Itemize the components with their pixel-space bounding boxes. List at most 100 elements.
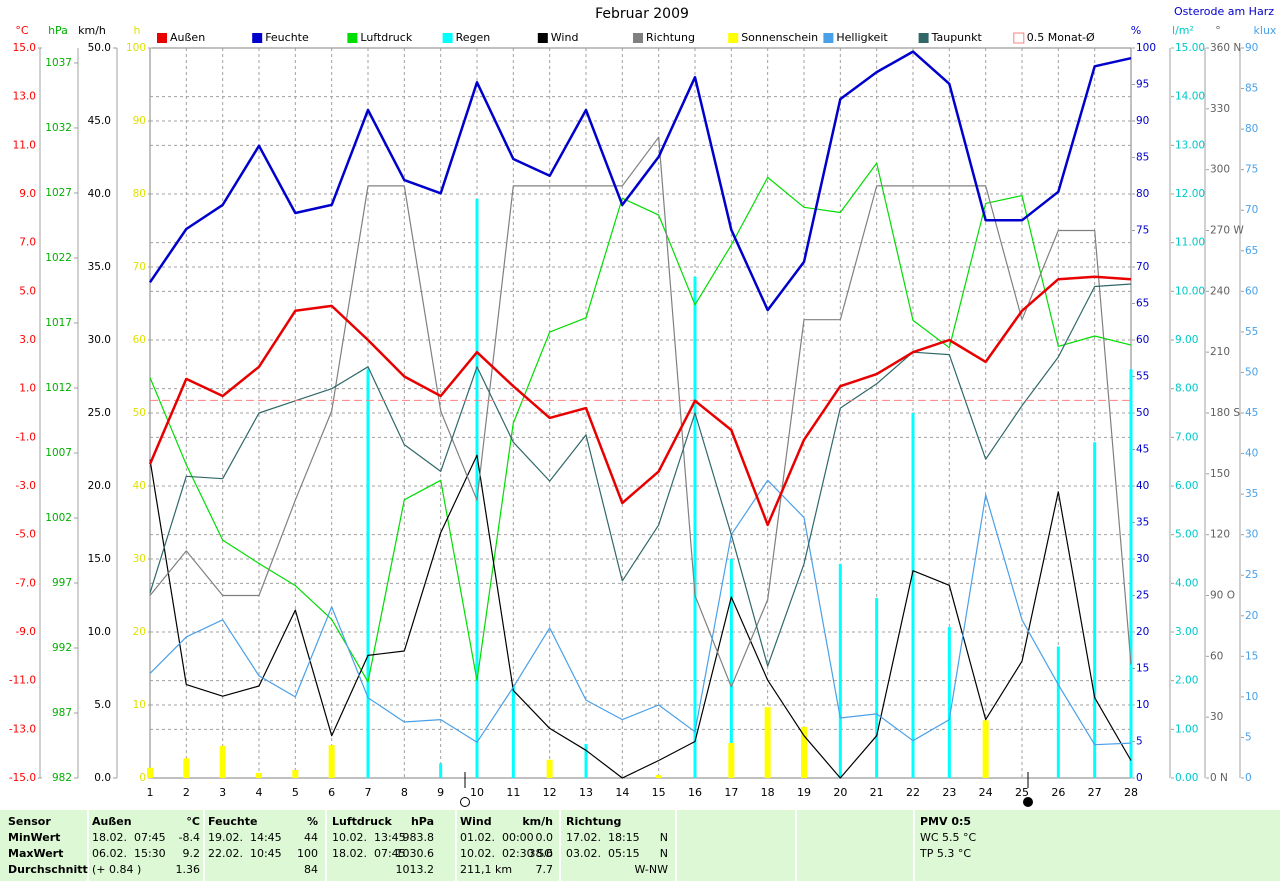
- y-tick-label: -9.0: [16, 626, 37, 638]
- stats-cell: 9.2: [183, 847, 201, 860]
- y-tick-label: 20.0: [88, 480, 111, 492]
- legend-swatch: [1013, 32, 1025, 44]
- axis-unit: %: [1131, 24, 1141, 37]
- full-moon: [460, 797, 470, 807]
- y-tick-label: 15.0: [88, 553, 111, 565]
- stats-cell: -8.4: [179, 831, 200, 844]
- y-tick-label: 80: [133, 188, 146, 200]
- x-tick-label: 19: [797, 786, 811, 799]
- stats-cell: 84: [304, 863, 318, 876]
- stats-cell: Richtung: [566, 815, 621, 828]
- y-tick-label: 1002: [45, 512, 72, 524]
- series-line: [148, 275, 1132, 527]
- x-tick-label: 28: [1124, 786, 1138, 799]
- series-line: [149, 162, 1132, 683]
- y-tick-label: 0: [1136, 772, 1143, 784]
- stats-cell: hPa: [411, 815, 434, 828]
- y-tick-label: 5.00: [1175, 529, 1198, 541]
- stats-cell: N: [660, 831, 668, 844]
- stats-cell: Wind: [460, 815, 492, 828]
- y-tick-label: 10.0: [88, 626, 111, 638]
- stats-cell: 211,1 km: [460, 863, 512, 876]
- bar: [655, 775, 662, 778]
- x-tick-label: 22: [906, 786, 920, 799]
- stats-cell: 1013.2: [396, 863, 435, 876]
- y-tick-label: 100: [1136, 42, 1156, 54]
- x-tick-label: 25: [1015, 786, 1029, 799]
- legend-swatch: [442, 33, 453, 43]
- stats-cell: 44: [304, 831, 318, 844]
- axis-unit: h: [134, 24, 141, 37]
- y-tick-label: 6.00: [1175, 480, 1198, 492]
- stats-cell: 18.02. 07:45: [92, 831, 166, 844]
- bar: [328, 745, 335, 778]
- y-tick-label: 30.0: [88, 334, 111, 346]
- y-tick-label: 85: [1136, 152, 1149, 164]
- stats-cell: 03.02. 05:15: [566, 847, 640, 860]
- stats-cell: 7.7: [536, 863, 554, 876]
- y-tick-label: 0.00: [1175, 772, 1198, 784]
- x-tick-label: 13: [579, 786, 593, 799]
- stats-cell: 983.8: [403, 831, 435, 844]
- stats-row-label: Durchschnitt: [8, 863, 88, 876]
- stats-cell: °C: [186, 815, 200, 828]
- y-tick-label: 210: [1210, 346, 1230, 358]
- y-tick-label: 20: [133, 626, 146, 638]
- bar: [219, 745, 226, 778]
- series-line: [149, 136, 1132, 688]
- x-tick-label: 14: [615, 786, 629, 799]
- series-line: [148, 50, 1132, 312]
- legend-swatch: [347, 33, 358, 43]
- y-tick-label: 330: [1210, 103, 1230, 115]
- stats-cell: 10.02. 13:45: [332, 831, 406, 844]
- stats-cell: (+ 0.84 ): [92, 863, 141, 876]
- legend-label: Luftdruck: [360, 31, 412, 44]
- stats-cell: 01.02. 00:00: [460, 831, 534, 844]
- legend-label: Sonnenschein: [741, 31, 818, 44]
- legend-label: Außen: [170, 31, 205, 44]
- x-tick-label: 17: [724, 786, 738, 799]
- bar: [801, 726, 807, 778]
- y-tick-label: 100: [126, 42, 146, 54]
- bar: [729, 559, 733, 778]
- y-tick-label: 982: [52, 772, 72, 784]
- legend-label: Taupunkt: [931, 31, 983, 44]
- y-tick-label: 65: [1245, 245, 1258, 257]
- stats-row-label: MinWert: [8, 831, 60, 844]
- y-tick-label: 40: [1136, 480, 1149, 492]
- axis-unit: °C: [15, 24, 29, 37]
- stats-dividers: [87, 810, 915, 881]
- y-tick-label: 80: [1245, 123, 1258, 135]
- y-tick-label: 65: [1136, 298, 1149, 310]
- y-tick-label: 1.0: [19, 383, 36, 395]
- y-tick-label: 40: [133, 480, 146, 492]
- y-tick-label: 50: [1245, 366, 1258, 378]
- bar: [475, 198, 479, 778]
- y-tick-label: 7.00: [1175, 431, 1198, 443]
- y-tick-label: 60: [1210, 650, 1223, 662]
- y-tick-label: -13.0: [9, 723, 36, 735]
- bar: [764, 707, 771, 778]
- chart-title: Februar 2009: [595, 6, 689, 22]
- bar: [1129, 369, 1133, 778]
- bar: [875, 597, 879, 778]
- legend-swatch: [823, 33, 834, 43]
- y-tick-label: 11.00: [1175, 237, 1205, 249]
- y-tick-label: 270 W: [1210, 225, 1244, 237]
- y-tick-label: 30: [1210, 711, 1223, 723]
- y-tick-label: 45: [1245, 407, 1258, 419]
- stats-panel: [0, 810, 1280, 881]
- stats-cell: 19.02. 14:45: [208, 831, 282, 844]
- y-tick-label: 20: [1245, 610, 1258, 622]
- y-tick-label: 35: [1136, 517, 1149, 529]
- x-tick-label: 11: [506, 786, 520, 799]
- legend-label: Feuchte: [265, 31, 309, 44]
- x-tick-label: 8: [401, 786, 408, 799]
- y-tick-label: 40.0: [88, 188, 111, 200]
- y-tick-label: 8.00: [1175, 383, 1198, 395]
- y-tick-label: 95: [1136, 79, 1149, 91]
- x-tick-label: 20: [833, 786, 847, 799]
- bar: [147, 767, 153, 778]
- y-tick-label: -15.0: [9, 772, 36, 784]
